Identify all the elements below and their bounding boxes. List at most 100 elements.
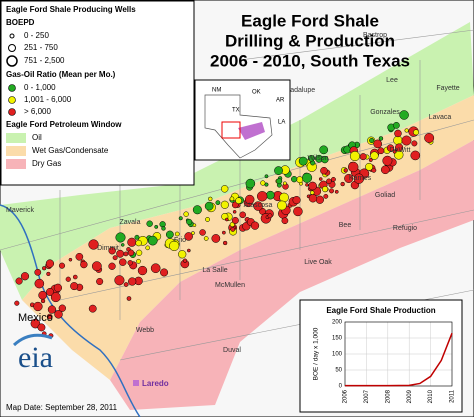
- county-label: Zavala: [119, 219, 140, 226]
- inset-chart: Eagle Ford Shale Production BOE / day x 1…: [299, 299, 463, 413]
- well: [127, 249, 135, 256]
- well: [178, 216, 183, 221]
- well: [377, 147, 385, 155]
- well: [46, 271, 51, 277]
- well: [187, 248, 191, 253]
- well: [298, 156, 308, 166]
- well: [393, 135, 403, 146]
- well: [281, 217, 289, 225]
- well: [310, 190, 315, 195]
- well: [319, 145, 329, 155]
- title: Eagle Ford Shale: [241, 11, 379, 30]
- well: [305, 183, 309, 187]
- well: [386, 144, 395, 152]
- well: [174, 231, 180, 237]
- well: [80, 260, 88, 269]
- well: [184, 232, 193, 241]
- city-label: Laredo: [142, 379, 169, 388]
- well: [235, 197, 242, 205]
- well: [119, 258, 127, 266]
- well: [293, 206, 303, 217]
- state-label: AR: [276, 98, 285, 104]
- well: [150, 263, 161, 274]
- well: [329, 188, 334, 194]
- well: [169, 240, 180, 251]
- well: [135, 239, 142, 247]
- well: [264, 174, 269, 179]
- title: 2006 - 2010, South Texas: [210, 51, 410, 70]
- well: [41, 266, 47, 271]
- well: [308, 181, 317, 191]
- well: [54, 310, 63, 319]
- legend-swatch: [6, 133, 26, 143]
- legend-heading: Eagle Ford Petroleum Window: [6, 120, 122, 129]
- y-tick-label: 0: [339, 384, 343, 390]
- well: [266, 190, 275, 200]
- well: [34, 278, 45, 289]
- county-label: Refugio: [393, 225, 417, 232]
- well: [256, 191, 268, 202]
- well: [108, 262, 116, 270]
- production-line: [345, 332, 453, 387]
- logo: eia: [18, 341, 53, 374]
- well: [38, 290, 47, 300]
- county-label: Goliad: [375, 192, 395, 199]
- county-label: Atascosa: [244, 202, 273, 209]
- well: [220, 200, 229, 209]
- well: [53, 283, 63, 292]
- county-label: Bastrop: [363, 32, 387, 39]
- well: [40, 298, 46, 304]
- well: [401, 135, 412, 146]
- county-label: Bee: [339, 222, 352, 229]
- well: [373, 139, 383, 149]
- well: [45, 259, 55, 268]
- well: [222, 240, 228, 246]
- well: [282, 181, 287, 186]
- well: [395, 143, 404, 152]
- well: [239, 211, 246, 219]
- county-label: Karnes: [349, 175, 372, 182]
- well: [229, 196, 235, 202]
- well: [230, 227, 236, 232]
- y-tick-label: 50: [335, 368, 342, 374]
- well: [292, 196, 301, 205]
- y-tick-label: 200: [332, 320, 343, 326]
- well: [378, 136, 384, 141]
- well: [344, 173, 354, 183]
- well: [221, 230, 226, 235]
- well: [220, 185, 229, 193]
- legend-item: 0 - 1,000: [24, 83, 56, 92]
- well: [127, 237, 137, 247]
- well: [343, 168, 348, 173]
- county-label: Gonzales: [370, 109, 400, 116]
- well: [323, 193, 329, 199]
- legend-title: Eagle Ford Shale Producing Wells: [6, 5, 136, 14]
- well: [120, 243, 125, 247]
- well: [394, 129, 402, 138]
- well: [192, 223, 197, 227]
- county-label: McMullen: [215, 282, 245, 289]
- well: [191, 231, 195, 235]
- well: [370, 151, 379, 160]
- well: [136, 249, 143, 256]
- legend-item: 251 - 750: [24, 43, 58, 52]
- county-label: Duval: [223, 347, 241, 354]
- well: [165, 230, 174, 239]
- well: [136, 258, 141, 264]
- well: [321, 155, 329, 164]
- well: [47, 305, 57, 314]
- county-label: Maverick: [6, 207, 35, 214]
- well: [296, 176, 304, 184]
- well: [96, 277, 104, 286]
- well: [365, 162, 374, 171]
- well: [30, 318, 41, 329]
- well: [308, 194, 318, 203]
- well: [211, 234, 221, 243]
- county-label: Dimmit: [97, 245, 119, 252]
- legend-swatch: [8, 108, 16, 116]
- inset-map: NM OK AR TX LA: [194, 79, 291, 161]
- well: [413, 129, 420, 136]
- legend-item: > 6,000: [24, 107, 51, 116]
- county-label: Frio: [174, 237, 186, 244]
- well: [114, 275, 125, 286]
